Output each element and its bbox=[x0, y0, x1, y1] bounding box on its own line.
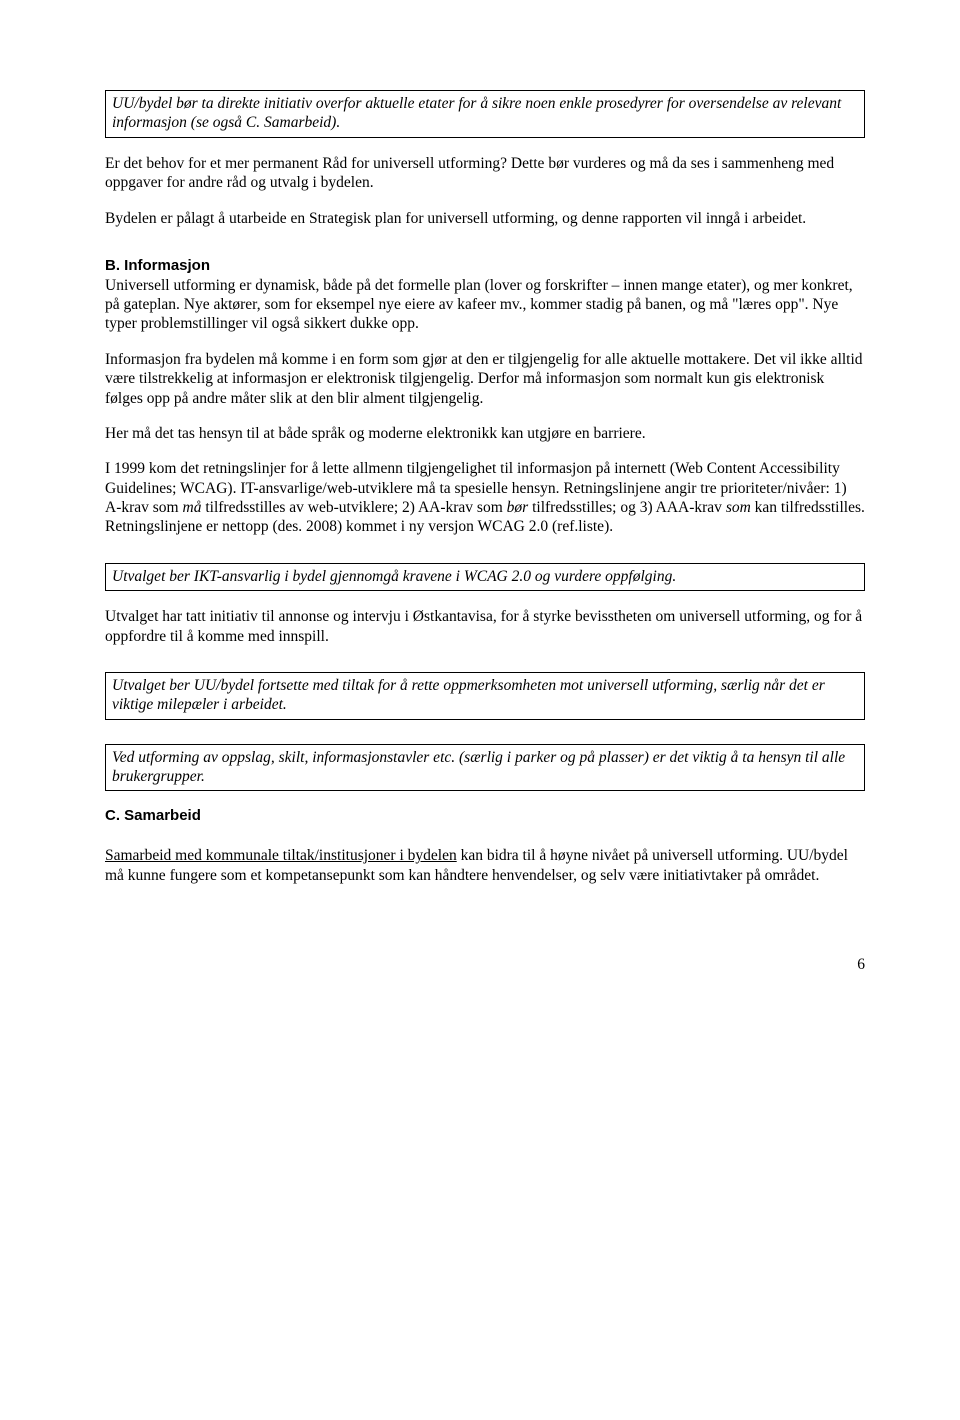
paragraph-7: Utvalget har tatt initiativ til annonse … bbox=[105, 607, 865, 646]
p6-part-f: som bbox=[726, 499, 751, 516]
section-c-heading: C. Samarbeid bbox=[105, 807, 865, 826]
callout-box-3: Utvalget ber UU/bydel fortsette med tilt… bbox=[105, 672, 865, 720]
callout-box-4: Ved utforming av oppslag, skilt, informa… bbox=[105, 744, 865, 792]
callout-text-3: Utvalget ber UU/bydel fortsette med tilt… bbox=[112, 677, 825, 713]
paragraph-4: Informasjon fra bydelen må komme i en fo… bbox=[105, 350, 865, 408]
paragraph-2: Bydelen er pålagt å utarbeide en Strateg… bbox=[105, 209, 865, 228]
page-number: 6 bbox=[105, 955, 865, 974]
callout-text-2: Utvalget ber IKT-ansvarlig i bydel gjenn… bbox=[112, 568, 676, 585]
p6-part-c: tilfredsstilles av web-utviklere; 2) AA-… bbox=[201, 499, 506, 516]
paragraph-3: Universell utforming er dynamisk, både p… bbox=[105, 277, 853, 333]
section-b: B. Informasjon Universell utforming er d… bbox=[105, 256, 865, 334]
paragraph-6: I 1999 kom det retningslinjer for å lett… bbox=[105, 459, 865, 537]
callout-box-1: UU/bydel bør ta direkte initiativ overfo… bbox=[105, 90, 865, 138]
callout-text-4: Ved utforming av oppslag, skilt, informa… bbox=[112, 749, 845, 785]
paragraph-5: Her må det tas hensyn til at både språk … bbox=[105, 424, 865, 443]
p6-part-e: tilfredsstilles; og 3) AAA-krav bbox=[528, 499, 726, 516]
section-b-heading: B. Informasjon bbox=[105, 257, 210, 274]
callout-text-1: UU/bydel bør ta direkte initiativ overfo… bbox=[112, 95, 841, 131]
p6-part-b: må bbox=[183, 499, 202, 516]
paragraph-1: Er det behov for et mer permanent Råd fo… bbox=[105, 154, 865, 193]
paragraph-8: Samarbeid med kommunale tiltak/institusj… bbox=[105, 846, 865, 885]
p8-underline: Samarbeid med kommunale tiltak/institusj… bbox=[105, 847, 457, 864]
p6-part-d: bør bbox=[507, 499, 529, 516]
callout-box-2: Utvalget ber IKT-ansvarlig i bydel gjenn… bbox=[105, 563, 865, 591]
